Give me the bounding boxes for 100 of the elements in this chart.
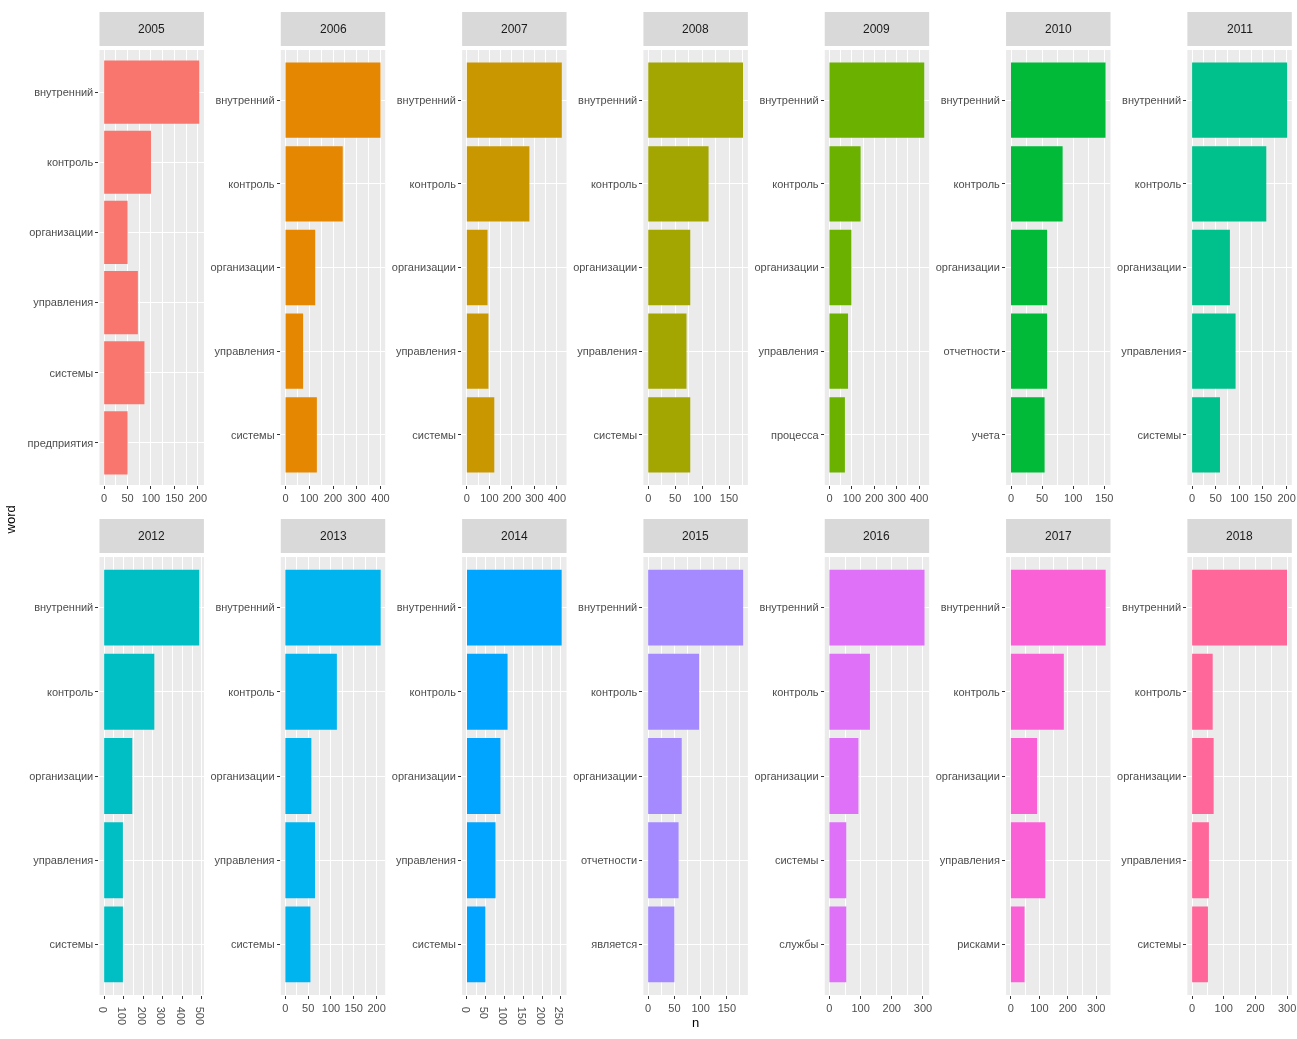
bar (466, 229, 488, 306)
x-tick-label: 150 (1253, 492, 1273, 505)
bar (1011, 146, 1063, 222)
bar (829, 906, 847, 983)
x-tick-label: 150 (165, 492, 184, 505)
x-tick-label: 300 (155, 1006, 168, 1026)
chart-title: 2018 (1226, 529, 1254, 543)
bar (1010, 822, 1046, 899)
x-tick-label: 200 (882, 1002, 901, 1015)
bar (829, 397, 845, 473)
y-tick-label: организации (29, 226, 94, 239)
y-tick-label: организации (210, 261, 275, 274)
x-tick-label: 100 (300, 492, 319, 505)
bar (285, 313, 304, 389)
y-axis-title: word (3, 505, 19, 535)
y-tick-label: внутренний (396, 94, 456, 107)
y-tick-label: контроль (228, 177, 275, 190)
bar (648, 62, 744, 138)
y-tick-label: является (591, 938, 638, 951)
bar (648, 146, 709, 222)
y-tick-label: организации (935, 261, 1000, 274)
x-tick-label: 200 (865, 492, 884, 505)
chart-title: 2009 (863, 22, 891, 36)
bar (1192, 229, 1230, 306)
x-tick-label: 0 (459, 1006, 472, 1013)
bar (466, 397, 495, 473)
y-tick-label: контроль (409, 177, 457, 190)
y-tick-label: рисками (957, 938, 1000, 951)
bar (1192, 822, 1209, 899)
bar (285, 62, 381, 138)
bar (1010, 569, 1106, 646)
y-tick-label: организации (210, 769, 275, 782)
y-tick-label: организации (29, 769, 94, 782)
x-tick-label: 0 (463, 492, 470, 505)
x-tick-label: 100 (691, 1002, 710, 1015)
chart-title: 2005 (138, 22, 166, 36)
x-tick-label: 50 (668, 1002, 681, 1015)
x-tick-label: 50 (121, 492, 134, 505)
x-tick-label: 200 (323, 492, 343, 505)
bar (104, 906, 123, 983)
x-tick-label: 300 (347, 492, 366, 505)
bar (829, 738, 859, 814)
bar (1011, 397, 1045, 473)
bar (829, 313, 849, 389)
bar (285, 229, 316, 306)
bar (104, 341, 145, 405)
x-tick-label: 0 (645, 1002, 652, 1015)
x-tick-label: 300 (887, 492, 906, 505)
x-tick-label: 150 (515, 1006, 528, 1026)
y-tick-label: системы (49, 938, 94, 951)
x-tick-label: 300 (525, 492, 544, 505)
x-tick-label: 200 (1246, 1002, 1265, 1015)
x-tick-label: 100 (692, 492, 712, 505)
y-tick-label: организации (573, 261, 638, 274)
y-tick-label: управления (33, 296, 94, 309)
chart-title: 2010 (1045, 22, 1073, 36)
y-tick-label: внутренний (940, 601, 1000, 614)
y-tick-label: управления (33, 854, 94, 867)
bar (1192, 313, 1236, 389)
bar (104, 411, 128, 475)
y-tick-label: системы (230, 428, 275, 441)
y-tick-label: организации (1117, 261, 1182, 274)
bar (466, 62, 562, 138)
bar (104, 653, 155, 730)
y-tick-label: внутренний (759, 94, 819, 107)
x-tick-label: 0 (1007, 1002, 1014, 1015)
bar (285, 146, 343, 222)
y-tick-label: управления (214, 854, 275, 867)
y-tick-label: отчетности (580, 854, 638, 867)
y-tick-label: организации (754, 769, 819, 782)
x-tick-label: 300 (913, 1002, 933, 1015)
bar (648, 313, 687, 389)
y-tick-label: организации (1117, 769, 1182, 782)
x-tick-label: 100 (842, 492, 862, 505)
bar (104, 271, 138, 335)
x-tick-label: 250 (553, 1006, 566, 1026)
bar (648, 653, 700, 730)
bar (104, 569, 200, 646)
chart-title: 2007 (501, 22, 529, 36)
y-tick-label: внутренний (34, 85, 94, 98)
x-tick-label: 100 (1064, 492, 1083, 505)
bar (466, 146, 530, 222)
y-tick-label: учета (971, 428, 1001, 441)
x-tick-label: 400 (547, 492, 567, 505)
x-tick-label: 100 (1230, 492, 1249, 505)
x-tick-label: 0 (101, 492, 108, 505)
bar (829, 146, 861, 222)
x-tick-label: 50 (1035, 492, 1049, 505)
y-tick-label: внутренний (215, 601, 275, 614)
y-tick-label: системы (1137, 428, 1182, 441)
bar (104, 200, 128, 264)
bar (104, 738, 133, 814)
bar (285, 569, 381, 646)
x-tick-label: 300 (1087, 1002, 1106, 1015)
bar (104, 822, 123, 899)
chart-title: 2012 (138, 529, 166, 543)
y-tick-label: контроль (590, 177, 638, 190)
y-tick-label: системы (49, 366, 94, 379)
bar (829, 822, 847, 899)
bar (648, 822, 679, 899)
